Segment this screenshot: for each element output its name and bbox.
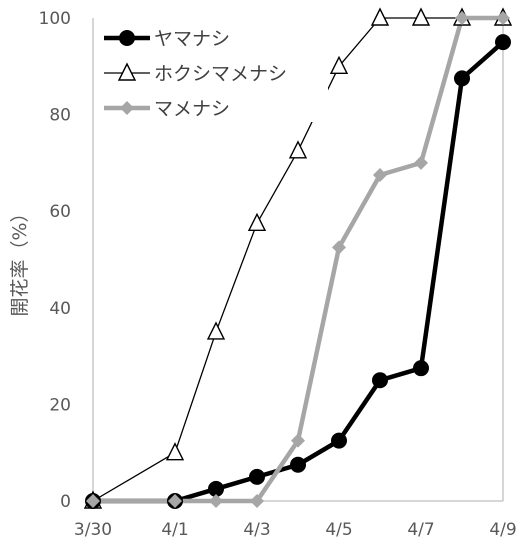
x-tick-label: 4/9	[489, 520, 516, 540]
y-tick-label: 20	[49, 395, 71, 415]
data-point	[209, 494, 223, 508]
legend-marker	[120, 101, 134, 115]
data-point	[331, 432, 347, 449]
data-point	[413, 360, 429, 377]
data-point	[247, 212, 267, 231]
y-tick-label: 40	[49, 299, 71, 319]
data-point	[332, 240, 346, 255]
data-point	[168, 494, 182, 508]
data-point	[496, 11, 510, 25]
legend-label: マメナシ	[154, 98, 230, 120]
x-tick-label: 4/3	[243, 520, 270, 540]
data-point	[165, 442, 185, 461]
data-point	[495, 34, 511, 51]
data-point	[414, 155, 428, 170]
data-point	[455, 11, 469, 25]
data-point	[329, 55, 349, 75]
y-tick-label: 80	[49, 106, 71, 126]
tick-labels: 0 20 40 60 80 100 3/30 4/1 4/3 4/5 4/7 4/9	[39, 9, 517, 540]
series-markers	[83, 7, 513, 509]
data-point	[206, 321, 226, 340]
x-tick-label: 4/5	[325, 520, 352, 540]
data-point	[249, 468, 265, 485]
data-point	[86, 494, 100, 508]
x-tick-label: 3/30	[74, 520, 112, 540]
legend-label: ホクシマメナシ	[154, 63, 287, 85]
data-point	[370, 7, 390, 26]
data-point	[372, 372, 388, 389]
data-point	[373, 167, 387, 182]
y-tick-label: 60	[49, 202, 71, 222]
legend-label: ヤマナシ	[154, 28, 230, 50]
series-line-1	[93, 40, 505, 504]
y-axis-label: 開花率（%）	[9, 203, 31, 316]
data-point	[290, 456, 306, 473]
series-line-3	[93, 15, 503, 504]
data-point	[411, 7, 431, 26]
legend-marker	[117, 62, 137, 81]
y-tick-label: 0	[60, 492, 71, 512]
x-tick-label: 4/1	[161, 520, 188, 540]
data-point	[208, 480, 224, 497]
data-point	[291, 433, 305, 448]
data-point	[454, 70, 470, 87]
legend-marker	[119, 30, 135, 46]
x-tick-label: 4/7	[407, 520, 434, 540]
y-tick-label: 100	[39, 9, 71, 29]
data-point	[250, 494, 264, 508]
data-point	[288, 140, 308, 159]
